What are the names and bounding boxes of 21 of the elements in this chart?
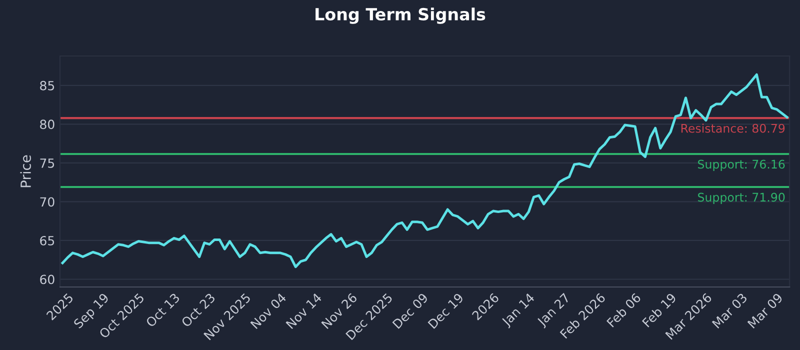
x-tick-label: Mar 09 (747, 292, 784, 329)
ref-line-label: Support: 71.90 (698, 192, 785, 204)
y-tick-label: 75 (40, 158, 54, 168)
x-tick-label: Feb 06 (606, 292, 642, 328)
x-tick-label: Oct 13 (145, 292, 180, 328)
y-tick-label: 70 (40, 197, 54, 207)
ref-line-label: Support: 76.16 (698, 160, 785, 171)
y-tick-label: 80 (40, 120, 54, 130)
y-tick-label: 60 (40, 274, 54, 284)
x-tick-label: Nov 04 (250, 292, 287, 330)
y-tick-label: 65 (40, 236, 54, 246)
chart-title: Long Term Signals (316, 8, 486, 24)
y-axis-title: Price (20, 155, 31, 188)
x-tick-label: Dec 19 (428, 292, 464, 329)
x-tick-label: Dec 09 (392, 292, 428, 329)
line-series (61, 73, 788, 268)
x-tick-label: Jan 14 (500, 292, 537, 328)
ref-line-label: Resistance: 80.79 (681, 124, 785, 133)
x-tick-label: Mar 03 (712, 292, 748, 329)
y-tick-label: 85 (40, 80, 54, 90)
x-tick-label: Nov 14 (286, 292, 322, 330)
